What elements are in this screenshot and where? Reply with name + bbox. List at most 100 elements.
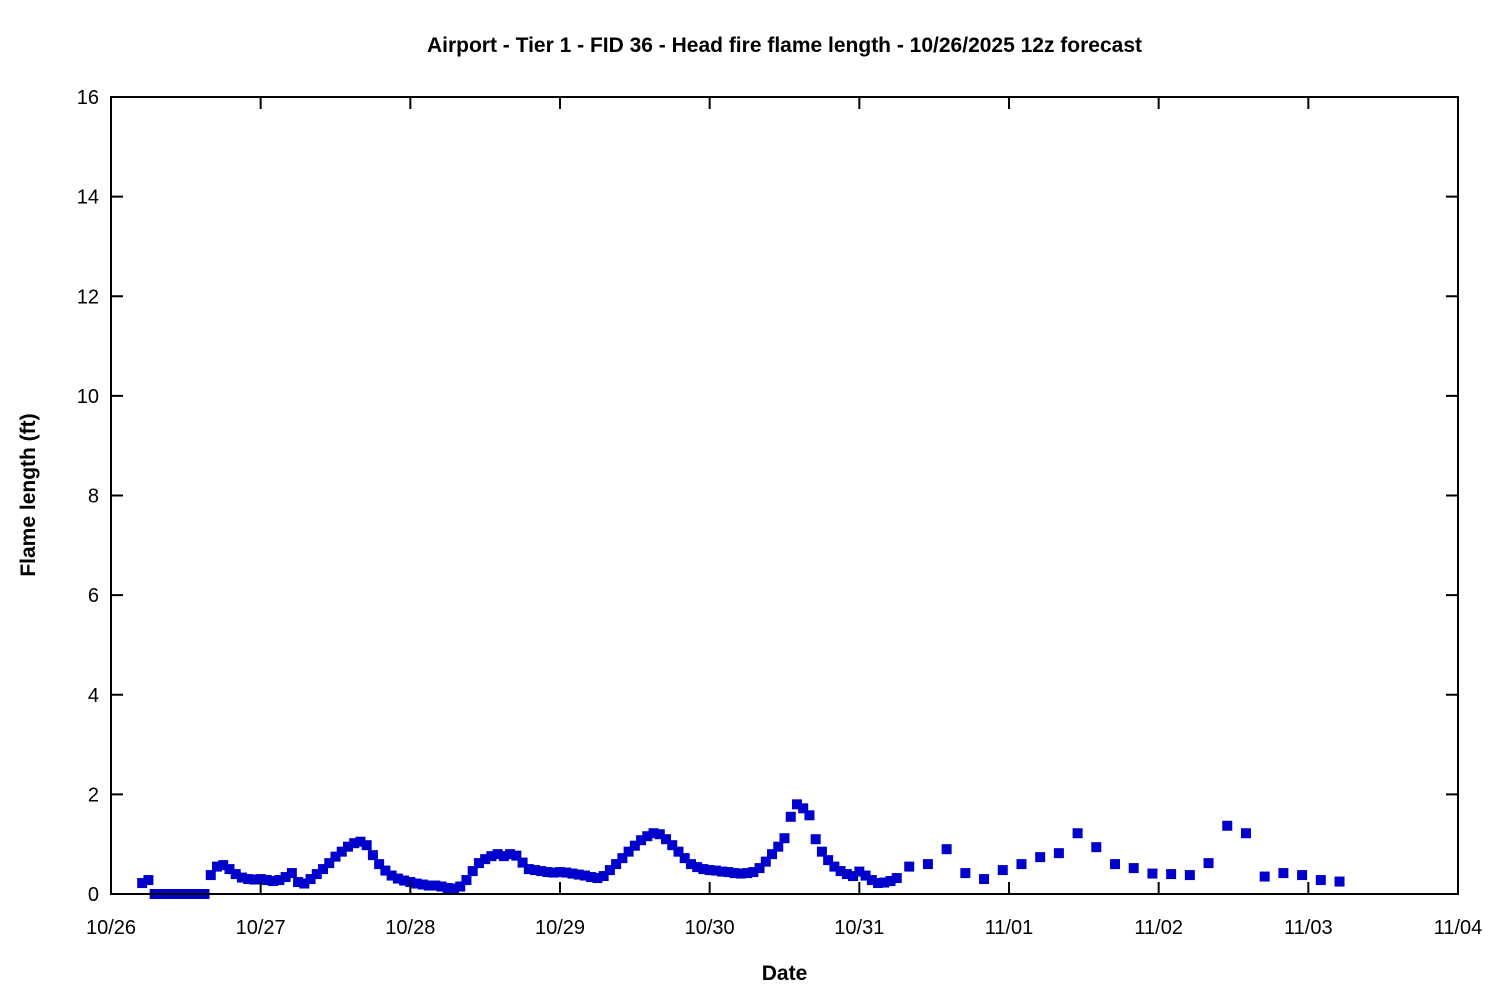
data-point bbox=[717, 866, 728, 877]
data-point bbox=[604, 865, 615, 876]
data-point bbox=[1297, 870, 1308, 881]
data-point bbox=[885, 876, 896, 887]
data-point bbox=[555, 867, 565, 878]
data-point bbox=[779, 833, 790, 844]
data-point bbox=[754, 863, 765, 874]
data-point bbox=[1278, 868, 1289, 879]
data-point bbox=[305, 874, 316, 885]
data-point bbox=[692, 862, 703, 873]
data-point bbox=[280, 872, 291, 883]
data-point bbox=[1222, 820, 1233, 831]
x-tick-label: 11/01 bbox=[985, 917, 1034, 939]
y-tick-label: 0 bbox=[88, 884, 99, 906]
data-point bbox=[879, 877, 890, 888]
data-point bbox=[1110, 859, 1121, 870]
data-point bbox=[230, 869, 241, 880]
data-point bbox=[1334, 876, 1345, 887]
x-tick-label: 10/26 bbox=[86, 917, 136, 939]
data-point bbox=[355, 836, 366, 847]
data-point bbox=[367, 850, 378, 861]
data-point bbox=[361, 840, 372, 851]
data-point bbox=[330, 851, 341, 862]
data-point bbox=[324, 858, 335, 869]
data-point bbox=[505, 849, 516, 860]
data-point bbox=[212, 861, 223, 872]
data-point bbox=[829, 861, 840, 872]
data-point bbox=[835, 866, 846, 877]
y-tick-label: 2 bbox=[88, 784, 99, 806]
data-point bbox=[642, 831, 653, 842]
data-point bbox=[742, 868, 753, 879]
data-point bbox=[636, 835, 647, 846]
data-point bbox=[511, 850, 522, 861]
data-point bbox=[1166, 869, 1177, 880]
data-point bbox=[536, 866, 547, 877]
data-point bbox=[841, 869, 852, 880]
data-point bbox=[586, 872, 597, 883]
data-point bbox=[492, 849, 503, 860]
data-point bbox=[804, 810, 815, 821]
data-point bbox=[848, 871, 859, 882]
data-point bbox=[243, 874, 254, 885]
data-point bbox=[685, 859, 696, 870]
data-point bbox=[767, 849, 778, 860]
data-point bbox=[654, 829, 665, 840]
data-point bbox=[854, 866, 865, 877]
data-point bbox=[311, 869, 322, 880]
data-point bbox=[218, 860, 229, 871]
data-point bbox=[667, 840, 678, 851]
data-point bbox=[1240, 828, 1251, 839]
y-tick-label: 6 bbox=[88, 585, 99, 607]
data-point bbox=[623, 846, 634, 857]
data-point bbox=[1072, 828, 1083, 839]
data-point bbox=[648, 828, 659, 839]
data-point bbox=[424, 880, 435, 891]
data-point bbox=[417, 879, 428, 890]
x-tick-label: 10/30 bbox=[685, 917, 735, 939]
data-point bbox=[542, 867, 553, 878]
y-tick-label: 16 bbox=[77, 87, 99, 109]
data-point bbox=[137, 878, 148, 889]
data-point bbox=[698, 864, 709, 875]
data-point bbox=[866, 875, 877, 886]
data-point bbox=[979, 874, 990, 885]
x-tick-label: 10/28 bbox=[385, 917, 435, 939]
data-point bbox=[143, 875, 154, 886]
data-point bbox=[517, 857, 528, 868]
data-point bbox=[374, 859, 385, 870]
data-point bbox=[823, 855, 834, 866]
x-tick-label: 10/27 bbox=[236, 917, 286, 939]
data-point bbox=[293, 877, 304, 888]
data-point bbox=[1203, 858, 1214, 869]
x-tick-label: 11/04 bbox=[1434, 917, 1483, 939]
data-point bbox=[567, 868, 578, 879]
data-point bbox=[461, 875, 472, 886]
data-point bbox=[579, 870, 590, 881]
data-point bbox=[261, 875, 272, 886]
data-point bbox=[960, 868, 971, 879]
y-axis-title: Flame length (ft) bbox=[17, 413, 40, 577]
data-point bbox=[342, 841, 353, 852]
data-point bbox=[598, 871, 609, 882]
data-point bbox=[1147, 868, 1158, 879]
data-point bbox=[380, 865, 391, 876]
data-point bbox=[1091, 842, 1102, 853]
data-point bbox=[299, 878, 310, 889]
data-point bbox=[1259, 871, 1270, 882]
data-point bbox=[729, 868, 740, 879]
data-point bbox=[268, 876, 279, 887]
data-point bbox=[891, 873, 902, 884]
data-point bbox=[255, 874, 266, 885]
data-point bbox=[904, 861, 915, 872]
data-point bbox=[573, 869, 584, 880]
data-point bbox=[399, 875, 410, 886]
data-point bbox=[735, 868, 746, 879]
data-point bbox=[810, 834, 821, 845]
data-point bbox=[629, 840, 640, 851]
data-point bbox=[224, 864, 235, 875]
data-point bbox=[1128, 863, 1139, 874]
data-point bbox=[673, 846, 684, 857]
data-point bbox=[448, 883, 459, 894]
